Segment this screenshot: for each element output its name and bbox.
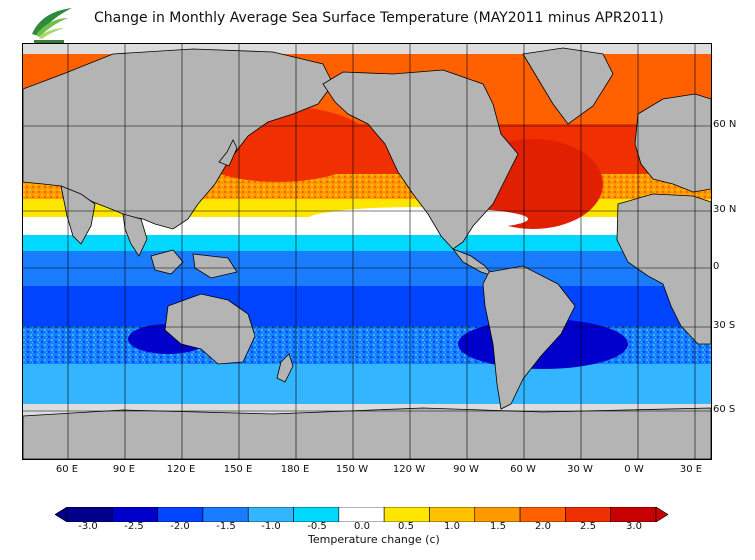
legend-tick-label: 2.5 [580,521,596,532]
color-bar-segment [519,507,566,522]
color-bar-segment [429,507,476,522]
lat-label-30n: 30 N [713,204,737,215]
color-bar-segment [157,507,204,522]
color-bar-segment [338,507,385,522]
color-bar-segment [565,507,611,522]
legend-title: Temperature change (c) [308,533,440,546]
lon-label-60e: 60 E [55,464,79,475]
lon-label-30w: 30 W [567,464,593,475]
legend-tick-label: -1.0 [261,521,281,532]
color-bar-segment [383,507,430,522]
lon-label-150w: 150 W [335,464,369,475]
legend-tick-label: -3.0 [78,521,98,532]
lon-label-120w: 120 W [392,464,426,475]
color-bar-right-arrow [655,507,668,522]
color-bar-segment [247,507,294,522]
legend-tick-label: 3.0 [626,521,642,532]
lat-label-0: 0 [713,261,720,272]
color-bar [55,507,668,522]
legend-tick-label: -2.5 [124,521,144,532]
color-bar-segment [202,507,249,522]
legend-tick-label: 0.5 [398,521,414,532]
legend-tick-label: -0.5 [307,521,327,532]
color-bar-segment [474,507,521,522]
legend-tick-label: 1.0 [444,521,460,532]
color-bar-segment [610,507,657,522]
lon-label-0w: 0 W [624,464,644,475]
map-title: Change in Monthly Average Sea Surface Te… [94,10,664,26]
lon-label-180e: 180 E [280,464,310,475]
legend-tick-label: -2.0 [170,521,190,532]
lon-label-150e: 150 E [223,464,253,475]
color-bar-left-arrow [55,507,68,522]
lat-label-60n: 60 N [713,119,737,130]
lon-label-90e: 90 E [112,464,136,475]
legend-tick-label: 1.5 [490,521,506,532]
color-bar-segment [293,507,340,522]
legend-tick-label: 0.0 [354,521,370,532]
sst-change-map [22,43,712,460]
legend-tick-label: 2.0 [535,521,551,532]
lon-label-30e: 30 E [679,464,703,475]
observatory-logo [26,4,76,46]
lat-label-60s: 60 S [713,404,736,415]
lat-label-30s: 30 S [713,320,736,331]
lon-label-120e: 120 E [166,464,196,475]
color-bar-segment [112,507,158,522]
lon-label-60w: 60 W [510,464,536,475]
lon-label-90w: 90 W [453,464,479,475]
color-bar-segment [66,507,113,522]
legend-tick-label: -1.5 [216,521,236,532]
